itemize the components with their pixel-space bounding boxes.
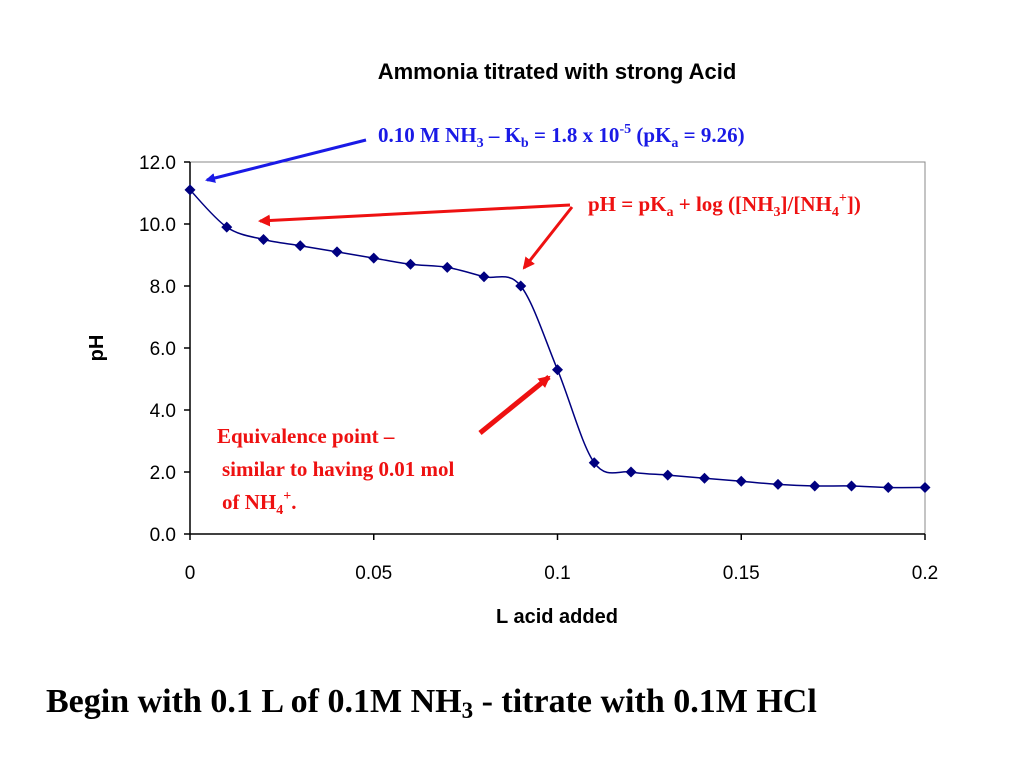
annotation-fragment: b [521,136,529,151]
data-point [846,480,857,492]
annotation-fragment: . [291,490,296,514]
annotation-fragment: = 9.26) [678,123,744,147]
x-tick-label: 0.1 [544,563,570,584]
annotation-fragment: – K [484,123,522,147]
arrow-buffer-start [258,203,571,227]
x-tick-label: 0 [185,563,196,584]
data-point [294,240,306,252]
x-tick-label: 0.05 [355,563,392,584]
caption-text-before: Begin with 0.1 L of 0.1M NH [46,683,462,720]
arrow-equivalence [478,375,551,435]
annotation-fragment: 4 [276,503,283,518]
annotation-fragment: (pK [631,123,672,147]
arrow-buffer-end [522,206,574,270]
annotation-fragment: + [283,489,291,504]
data-point [552,364,563,376]
data-point [258,234,269,245]
y-tick-label: 12.0 [139,153,176,174]
y-tick-label: 8.0 [150,277,176,298]
annotation-line: of NH4​+​. [222,489,296,518]
annotation-initial-solution: 0.10 M NH3​ – Kb​ = 1.8 x 10-5​ (pKa​ = … [378,122,745,151]
annotation-fragment: a [667,205,674,220]
caption-subscript: 3 [461,698,474,723]
data-point [735,475,747,487]
annotation-fragment: 3 [477,136,484,151]
annotation-fragment: a [671,136,678,151]
annotation-fragment: -5 [619,122,631,137]
annotation-fragment: similar to having 0.01 mol [222,457,455,481]
x-axis-ticks: 0 0.05 0.1 0.15 0.2 [185,534,938,584]
data-point [515,280,527,292]
annotation-line: similar to having 0.01 mol [222,457,455,481]
y-axis-title: pH [86,335,108,362]
arrow-initial [205,138,367,183]
y-tick-label: 2.0 [150,463,176,484]
annotation-fragment: Equivalence point – [217,424,395,448]
data-point [184,184,196,196]
annotation-fragment: 3 [774,205,781,220]
annotation-equivalence-point: Equivalence point – similar to having 0.0… [217,424,455,518]
data-point [368,252,380,264]
data-point [882,482,894,493]
annotation-buffer-equation: pH = pKa​ + log ([NH3​]/[NH4​+​]) [588,191,861,220]
data-point [588,457,600,469]
x-tick-label: 0.15 [723,563,760,584]
annotation-fragment: 4 [832,205,839,220]
data-point [772,478,784,490]
y-tick-label: 10.0 [139,215,176,236]
annotation-line: Equivalence point – [217,424,395,448]
annotation-fragment: of NH [222,490,276,514]
data-point [441,261,453,273]
data-point [625,466,637,478]
data-point [919,482,931,493]
y-axis-ticks: 0.0 2.0 4.0 6.0 8.0 10.0 12.0 [139,153,190,546]
annotation-fragment: + log ([NH [674,192,774,216]
data-point [478,271,490,283]
data-point [699,472,710,484]
caption-text-after: - titrate with 0.1M HCl [473,683,817,720]
y-tick-label: 6.0 [150,339,176,360]
annotation-fragment: ]/[NH [781,192,832,216]
slide-caption: Begin with 0.1 L of 0.1M NH3 - titrate w… [46,683,817,724]
annotation-fragment: + [839,191,847,206]
annotation-fragment: = 1.8 x 10 [529,123,620,147]
x-axis-title: L acid added [496,606,618,628]
data-point [405,258,416,270]
y-tick-label: 0.0 [150,525,176,546]
annotation-fragment: ]) [847,192,861,216]
chart-title: Ammonia titrated with strong Acid [378,59,737,84]
data-point [331,246,343,258]
annotation-fragment: 0.10 M NH [378,123,477,147]
annotation-fragment: pH = pK [588,192,667,216]
data-point [662,469,674,481]
x-tick-label: 0.2 [912,563,938,584]
series-markers [184,184,931,493]
data-point [809,480,821,492]
y-tick-label: 4.0 [150,401,176,422]
data-point [221,221,233,233]
